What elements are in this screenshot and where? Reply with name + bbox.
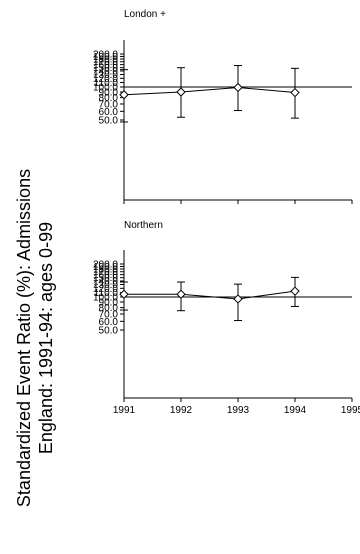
y-tick-label: 180.0 bbox=[93, 265, 118, 276]
y-tick-label: 60.0 bbox=[99, 107, 119, 118]
panel-title: Northern bbox=[124, 220, 163, 231]
y-tick-label: 190.0 bbox=[93, 52, 118, 63]
y-tick-label: 90.0 bbox=[99, 88, 119, 99]
data-point-marker bbox=[290, 87, 300, 98]
y-axis-title-line-2: England: 1991-94: ages 0-99 bbox=[36, 222, 56, 454]
y-tick-label: 110.0 bbox=[94, 288, 119, 299]
data-point-marker bbox=[233, 82, 243, 93]
y-tick-label: 80.0 bbox=[99, 303, 119, 314]
y-tick-label: 120.0 bbox=[93, 74, 118, 85]
y-tick-label: 80.0 bbox=[99, 93, 119, 104]
y-tick-label: 100.0 bbox=[93, 83, 118, 94]
data-point-marker bbox=[233, 294, 243, 304]
y-tick-label: 150.0 bbox=[93, 273, 118, 284]
data-point-marker bbox=[290, 286, 300, 296]
x-tick-label: 1993 bbox=[227, 405, 250, 416]
y-tick-label: 160.0 bbox=[93, 270, 118, 281]
y-tick-label: 130.0 bbox=[93, 70, 118, 81]
y-tick-label: 60.0 bbox=[99, 317, 119, 328]
y-tick-label: 140.0 bbox=[93, 66, 118, 77]
y-tick-label: 100.0 bbox=[93, 293, 118, 304]
x-tick-label: 1992 bbox=[170, 405, 193, 416]
data-point-marker bbox=[119, 90, 129, 100]
y-tick-label: 90.0 bbox=[99, 298, 119, 309]
y-tick-label: 50.0 bbox=[99, 326, 119, 337]
chart-panel-2: Northern 50.060.070.080.090.0100.0110.012… bbox=[93, 220, 360, 416]
series-line bbox=[124, 290, 296, 300]
y-tick-label: 200.0 bbox=[93, 50, 118, 61]
y-tick-label: 110.0 bbox=[94, 78, 119, 89]
series-line bbox=[123, 86, 296, 96]
y-tick-label: 50.0 bbox=[99, 116, 119, 127]
data-point-marker bbox=[176, 87, 186, 97]
y-tick-label: 180.0 bbox=[93, 55, 118, 66]
x-tick-label: 1991 bbox=[113, 405, 136, 416]
y-tick-label: 120.0 bbox=[93, 284, 118, 295]
y-axis-title-line-1: Standardized Event Ratio (%): Admissions bbox=[14, 169, 34, 507]
y-tick-label: 130.0 bbox=[93, 280, 118, 291]
x-tick-label: 1994 bbox=[284, 405, 307, 416]
data-point-marker bbox=[119, 289, 129, 299]
data-point-marker bbox=[176, 289, 186, 299]
y-tick-label: 190.0 bbox=[93, 262, 118, 273]
y-tick-label: 70.0 bbox=[99, 309, 119, 320]
y-tick-label: 150.0 bbox=[93, 63, 118, 74]
y-tick-label: 170.0 bbox=[93, 57, 118, 68]
x-tick-label: 1995 bbox=[341, 405, 360, 416]
y-tick-label: 140.0 bbox=[93, 276, 118, 287]
y-tick-label: 70.0 bbox=[99, 99, 119, 110]
y-tick-label: 160.0 bbox=[93, 60, 118, 71]
y-tick-label: 200.0 bbox=[93, 260, 118, 271]
y-tick-label: 170.0 bbox=[93, 267, 118, 278]
chart-panel-1: London + 50.060.070.080.090.0100.0110.012… bbox=[93, 9, 353, 204]
panel-title: London + bbox=[124, 9, 166, 20]
